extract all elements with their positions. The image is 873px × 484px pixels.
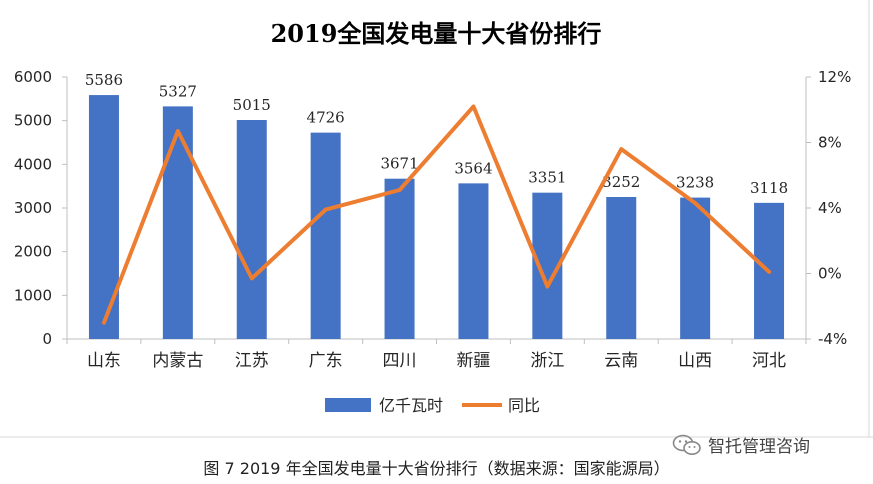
chart-frame: 2019全国发电量十大省份排行 0 1000 2000 3000 4000 5000 600… bbox=[0, 0, 873, 438]
left-axis-tick-label: 2000 bbox=[14, 243, 52, 261]
watermark-text: 智托管理咨询 bbox=[708, 437, 810, 457]
bar-内蒙古 bbox=[162, 106, 193, 339]
left-axis-tick-label: 3000 bbox=[14, 199, 52, 217]
legend-line-label: 同比 bbox=[508, 396, 540, 415]
figure-caption: 图 7 2019 年全国发电量十大省份排行（数据来源：国家能源局） bbox=[203, 459, 670, 478]
bar-data-label: 3252 bbox=[602, 173, 640, 191]
left-axis-tick-label: 0 bbox=[42, 330, 52, 348]
bar-新疆 bbox=[458, 183, 489, 339]
bar-data-label: 5327 bbox=[159, 82, 197, 100]
right-axis-tick-label: 4% bbox=[818, 199, 842, 217]
x-axis-category-label: 江苏 bbox=[235, 351, 269, 371]
left-axis-tick-label: 6000 bbox=[14, 68, 52, 86]
x-axis-category-label: 浙江 bbox=[530, 351, 564, 371]
chart-title: 2019全国发电量十大省份排行 bbox=[271, 19, 602, 48]
left-axis-tick-label: 4000 bbox=[14, 155, 52, 173]
x-axis-category-label: 云南 bbox=[604, 351, 638, 371]
left-axis-tick-label: 5000 bbox=[14, 112, 52, 130]
legend-bar-label: 亿千瓦时 bbox=[379, 396, 443, 415]
bar-data-label: 3238 bbox=[676, 174, 714, 192]
bar-data-label: 4726 bbox=[307, 109, 345, 127]
x-axis-category-label: 四川 bbox=[383, 351, 417, 371]
legend: 亿千瓦时 同比 bbox=[325, 396, 540, 415]
x-axis-category-label: 广东 bbox=[309, 351, 343, 371]
bar-data-label: 3351 bbox=[528, 169, 566, 187]
bar-data-label: 3564 bbox=[454, 159, 492, 177]
bar-data-label: 5586 bbox=[85, 71, 123, 89]
x-axis-category-label: 内蒙古 bbox=[152, 351, 203, 371]
x-axis-category-label: 山东 bbox=[87, 351, 121, 371]
legend-bar-swatch bbox=[325, 398, 371, 412]
chart: 2019全国发电量十大省份排行 0 1000 2000 3000 4000 5000 600… bbox=[0, 0, 873, 438]
x-axis-category-label: 新疆 bbox=[456, 351, 490, 371]
watermark: 智托管理咨询 bbox=[672, 432, 810, 457]
bar-data-label: 3118 bbox=[750, 179, 788, 197]
bar-data-label: 5015 bbox=[233, 96, 271, 114]
bar-云南 bbox=[606, 196, 637, 339]
plot-area: 0 1000 2000 3000 4000 5000 6000 -4% 0% 4% 8% 12% 558… bbox=[14, 68, 852, 371]
bar-data-label: 3671 bbox=[380, 155, 418, 173]
right-axis-tick-label: -4% bbox=[818, 330, 847, 348]
bar-江苏 bbox=[236, 120, 267, 340]
right-axis-tick-label: 12% bbox=[818, 68, 851, 86]
bar-广东 bbox=[310, 132, 341, 339]
right-axis-tick-label: 0% bbox=[818, 265, 842, 283]
wechat-icon bbox=[672, 434, 701, 455]
bar-四川 bbox=[384, 178, 415, 339]
x-axis-category-label: 山西 bbox=[678, 351, 712, 371]
bar-山东 bbox=[88, 95, 119, 339]
x-axis-category-label: 河北 bbox=[752, 351, 786, 371]
line-series-yoy bbox=[102, 104, 772, 325]
right-axis-tick-label: 8% bbox=[818, 134, 842, 152]
bar-山西 bbox=[680, 197, 711, 339]
left-axis-tick-label: 1000 bbox=[14, 286, 52, 304]
